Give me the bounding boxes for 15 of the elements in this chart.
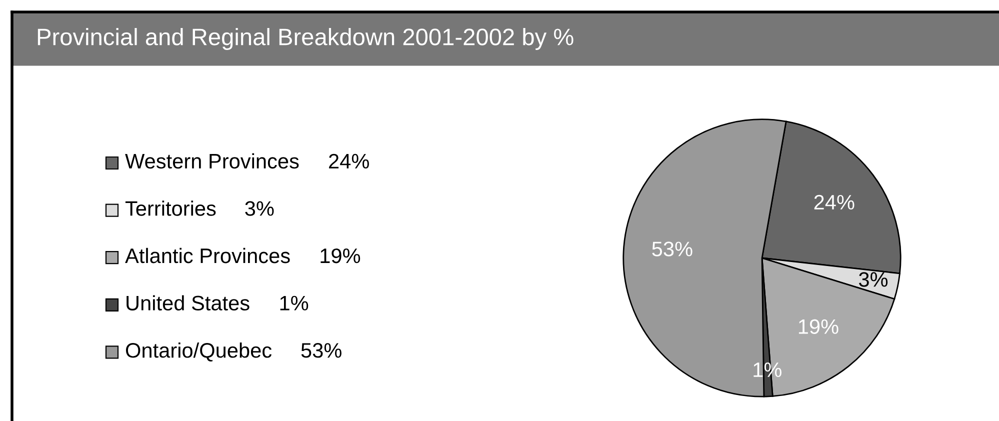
text: 19% [320, 248, 360, 264]
chart-title: Provincial and Reginal Breakdown 2001-2002 by % [38, 28, 574, 50]
text: 3% [245, 201, 274, 216]
legend-label: Territories [125, 200, 216, 216]
data-label: 24% [814, 194, 854, 210]
legend-label: Ontario/Quebec [126, 342, 272, 362]
text: 1% [280, 296, 308, 310]
legend-label: United States [126, 295, 250, 310]
text: 24% [329, 154, 369, 169]
data-label: 53% [652, 242, 692, 256]
data-label: 3% [859, 272, 888, 287]
legend-label: Atlantic Provinces [125, 248, 290, 264]
legend-label: Western Provinces [125, 153, 299, 169]
text: 53% [301, 343, 342, 358]
data-label: 19% [798, 319, 838, 334]
